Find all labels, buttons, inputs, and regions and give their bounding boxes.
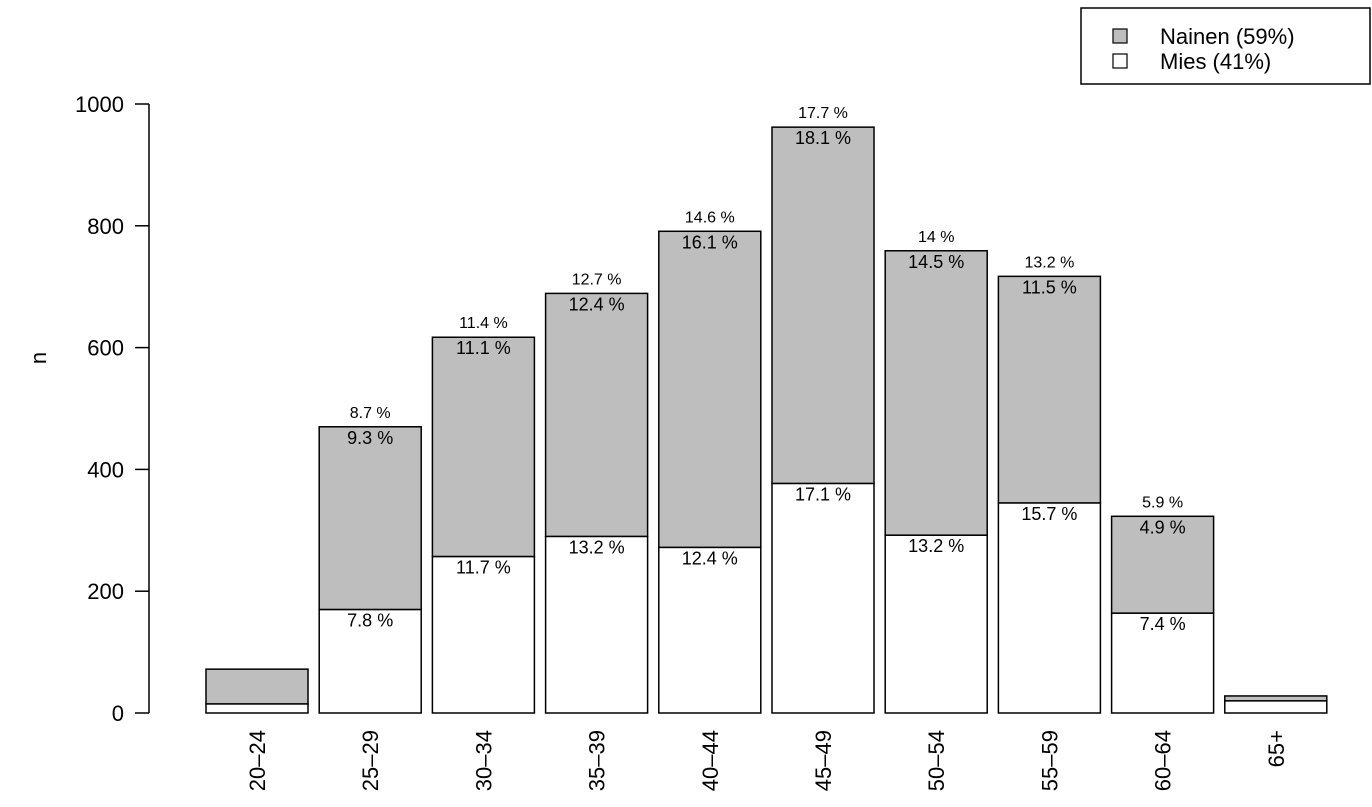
x-tick-label: 30–34 — [471, 730, 496, 791]
legend: Nainen (59%)Mies (41%) — [1080, 7, 1371, 85]
y-tick-label: 200 — [87, 579, 124, 604]
x-tick-label: 45–49 — [811, 730, 836, 791]
data-label-total: 13.2 % — [1024, 254, 1074, 271]
y-tick-label: 400 — [87, 457, 124, 482]
y-tick-label: 1000 — [75, 92, 124, 117]
y-axis-label: n — [26, 352, 51, 364]
y-axis: 0 200 400 600 800 1000 — [75, 92, 150, 726]
bar-segment-nainen — [1110, 515, 1215, 614]
bar-segment-nainen — [205, 668, 309, 705]
x-tick-label: 25–29 — [358, 730, 383, 791]
x-tick-label: 40–44 — [698, 730, 723, 791]
data-label-nainen: 11.1 % — [456, 338, 511, 358]
data-label-nainen: 11.5 % — [1022, 277, 1077, 297]
bar-segment-mies — [997, 502, 1102, 714]
bar-segment-nainen — [658, 230, 762, 549]
data-label-mies: 15.7 % — [1021, 504, 1077, 524]
data-label-nainen: 18.1 % — [795, 128, 851, 148]
data-label-total: 11.4 % — [459, 315, 508, 332]
data-label-mies: 13.2 % — [569, 537, 625, 557]
data-label-mies: 13.2 % — [908, 536, 964, 556]
bar-segment-mies — [205, 703, 309, 714]
bar-segment-mies — [1110, 612, 1215, 714]
bar-segment-nainen — [884, 250, 988, 536]
data-label-nainen: 9.3 % — [347, 428, 393, 448]
bar-segment-mies — [658, 546, 762, 714]
legend-swatch — [1112, 53, 1128, 69]
y-tick-label: 0 — [112, 701, 124, 726]
bar-segment-nainen — [431, 336, 536, 558]
data-label-total: 17.7 % — [798, 105, 848, 122]
y-tick-label: 600 — [87, 336, 124, 361]
data-label-nainen: 12.4 % — [569, 294, 625, 314]
data-label-mies: 11.7 % — [456, 557, 511, 577]
data-label-total: 14 % — [918, 229, 954, 246]
bar-segment-nainen — [1224, 695, 1328, 702]
bar-segment-nainen — [318, 426, 422, 611]
bar-segment-mies — [884, 534, 988, 714]
data-label-mies: 17.1 % — [795, 484, 851, 504]
data-label-mies: 7.8 % — [347, 610, 393, 630]
data-label-total: 8.7 % — [350, 405, 391, 422]
legend-label: Mies (41%) — [1160, 49, 1271, 74]
data-label-total: 14.6 % — [685, 209, 735, 226]
data-label-nainen: 16.1 % — [682, 232, 738, 252]
bar-segment-nainen — [771, 126, 875, 485]
data-label-nainen: 14.5 % — [908, 252, 964, 272]
data-label-total: 5.9 % — [1142, 494, 1183, 511]
data-label-total: 12.7 % — [572, 271, 622, 288]
y-tick-label: 800 — [87, 214, 124, 239]
data-label-mies: 7.4 % — [1140, 614, 1186, 634]
legend-swatch — [1112, 28, 1128, 44]
x-tick-label: 50–54 — [924, 730, 949, 791]
data-label-mies: 12.4 % — [682, 548, 738, 568]
x-axis-tick-labels: 20–24 25–29 30–34 35–39 40–44 45–49 50–54 55–59… — [245, 730, 1289, 791]
bar-segment-mies — [318, 608, 422, 714]
bar-segment-mies — [544, 535, 649, 714]
bar-segment-nainen — [544, 292, 649, 538]
bar-segment-mies — [1224, 700, 1328, 714]
bar-segment-mies — [431, 555, 536, 714]
x-tick-label: 65+ — [1264, 730, 1289, 767]
x-tick-label: 55–59 — [1037, 730, 1062, 791]
bar-segment-mies — [771, 482, 875, 714]
bars-group: 7.8 % 9.3 % 8.7 % 11.7 % 11.1 % 11.4 % 13.2 % 1… — [205, 105, 1328, 714]
x-tick-label: 35–39 — [585, 730, 610, 791]
x-tick-label: 60–64 — [1151, 730, 1176, 791]
data-label-nainen: 4.9 % — [1140, 517, 1186, 537]
x-tick-label: 20–24 — [245, 730, 270, 791]
legend-label: Nainen (59%) — [1160, 24, 1295, 49]
bar-segment-nainen — [997, 275, 1102, 504]
legend-box — [1080, 7, 1371, 85]
